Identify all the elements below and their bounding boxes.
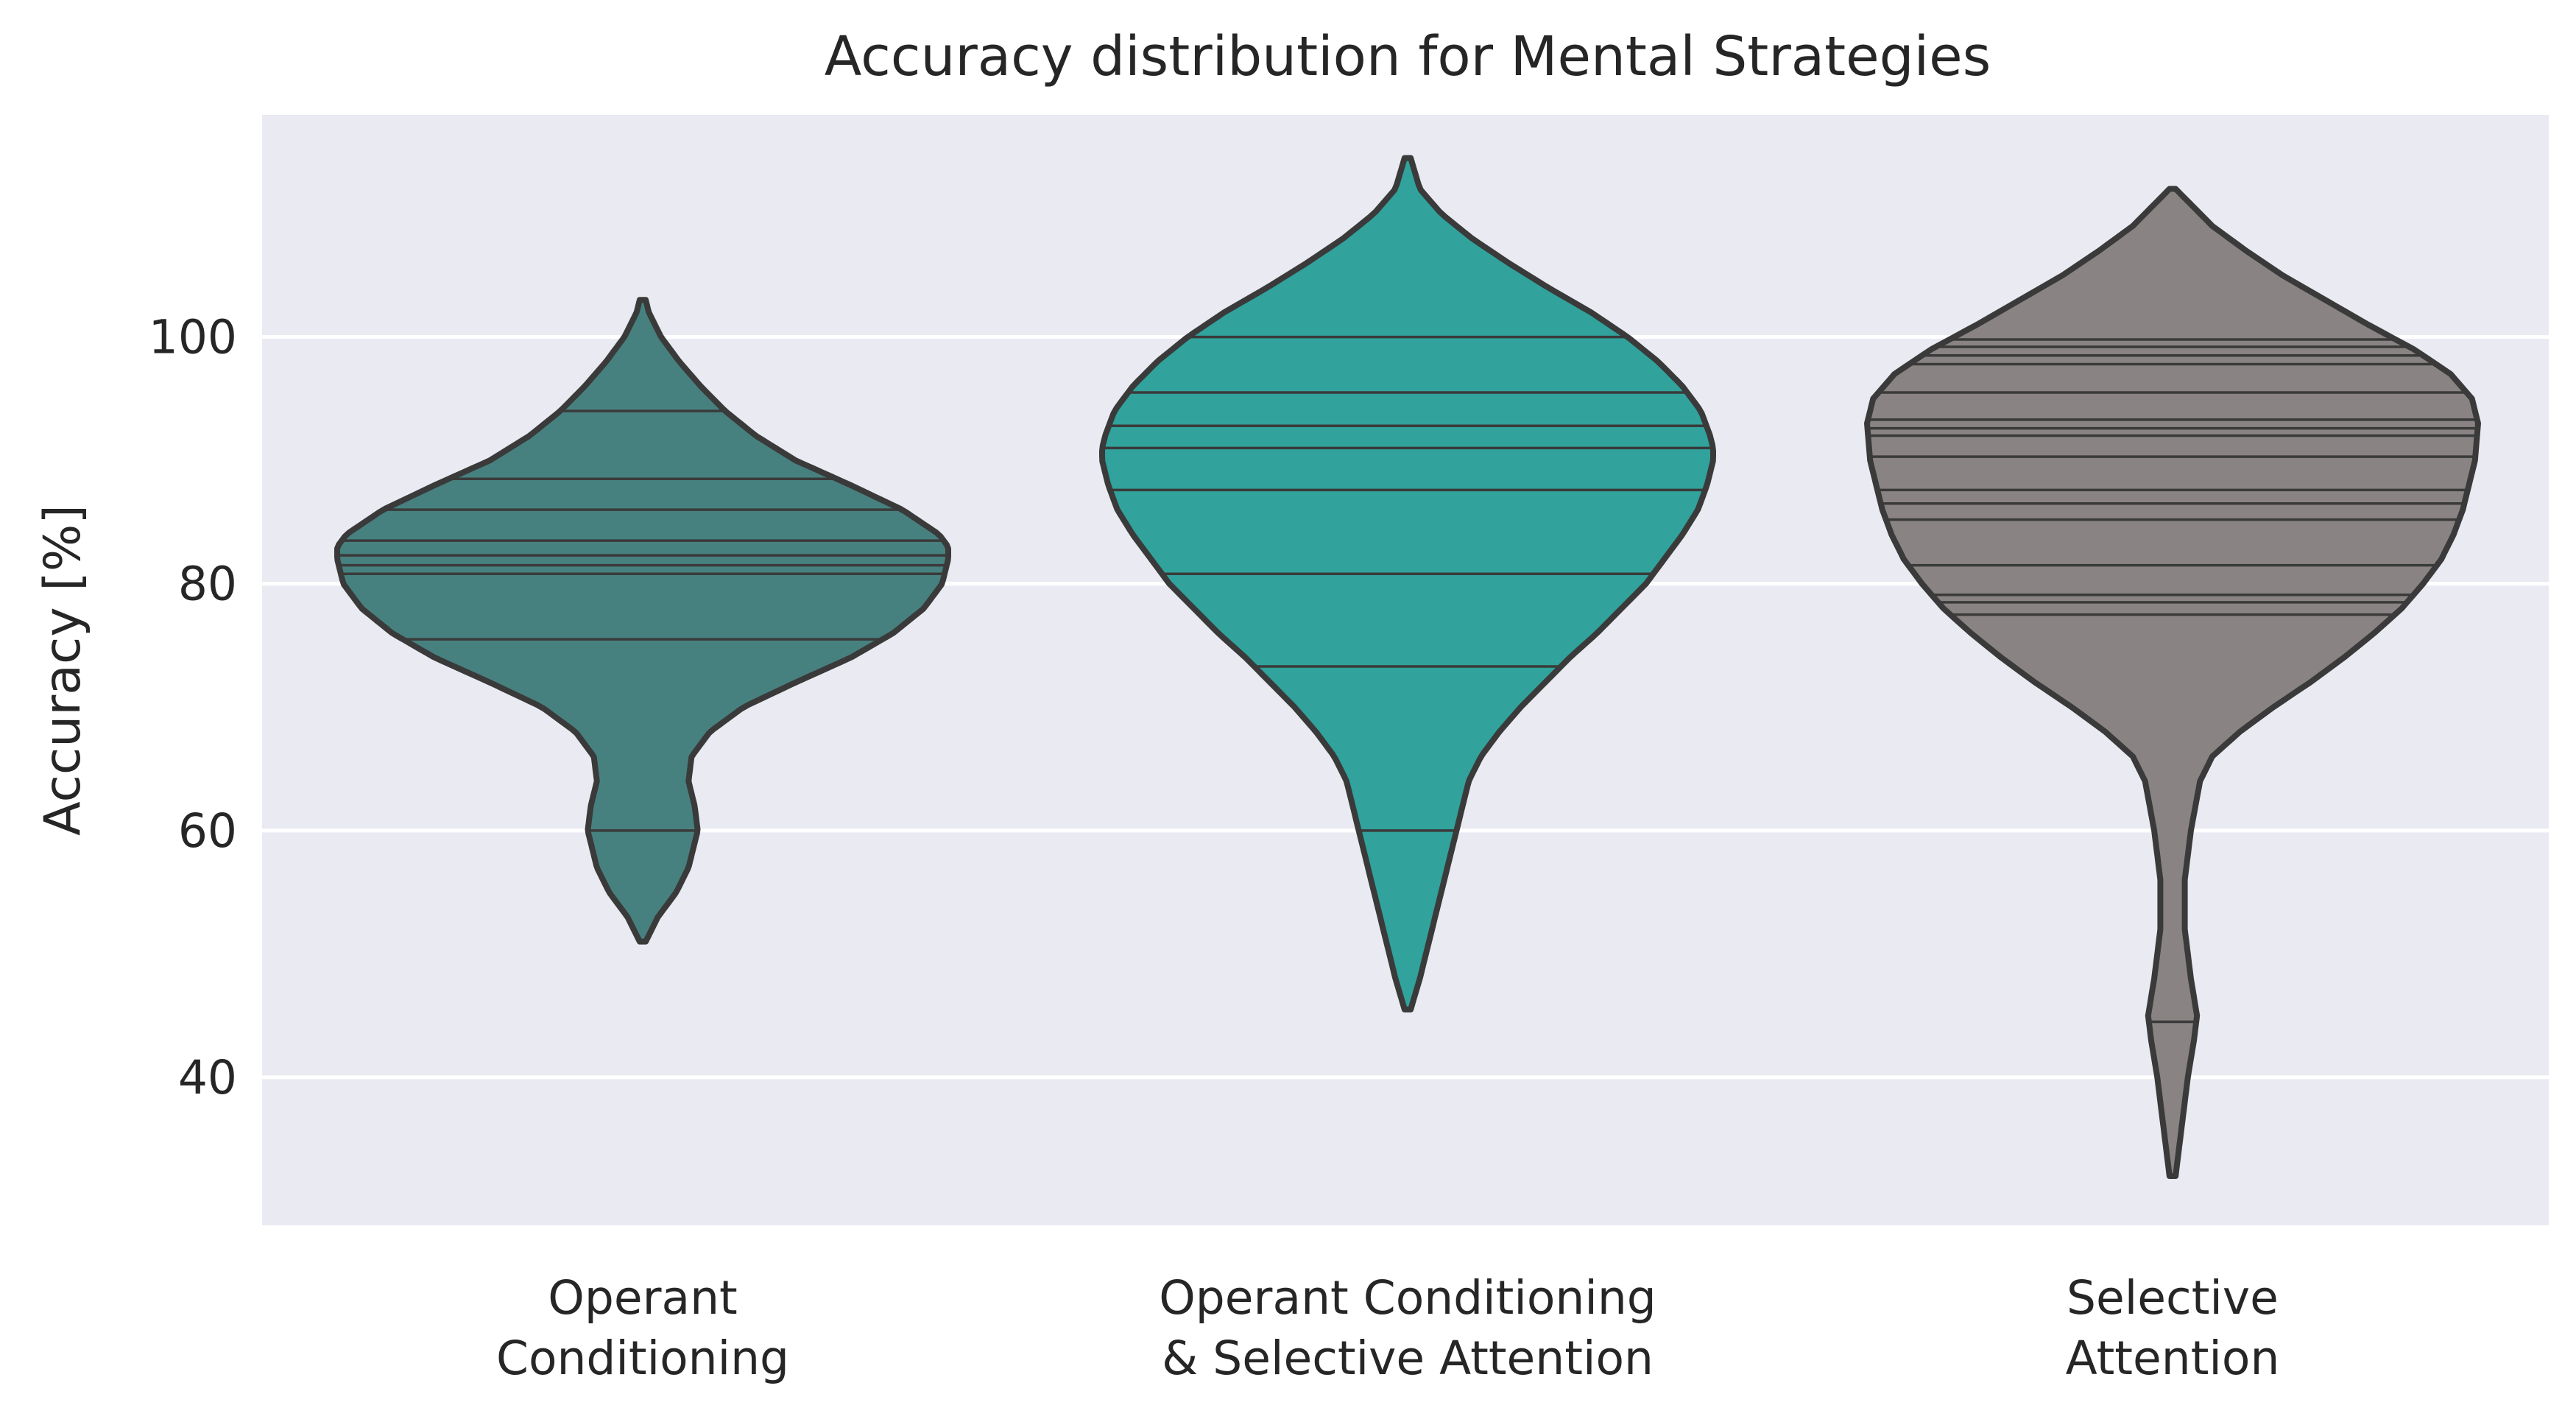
x-tick-label: Selective — [2067, 1271, 2279, 1325]
violin-1 — [334, 297, 951, 945]
x-tick-label: & Selective Attention — [1162, 1331, 1654, 1385]
y-tick-label: 60 — [178, 804, 237, 858]
x-tick-label: Operant Conditioning — [1159, 1271, 1656, 1325]
y-tick-label: 40 — [178, 1051, 237, 1105]
violin-3 — [1864, 186, 2481, 1179]
y-axis-ticks: 40 60 80 100 — [149, 311, 237, 1105]
y-tick-label: 100 — [149, 311, 237, 365]
y-tick-label: 80 — [178, 557, 237, 611]
x-axis-ticks: Operant Conditioning Operant Conditioning &… — [496, 1271, 2279, 1385]
violin-2 — [1099, 155, 1716, 1013]
y-axis-label: Accuracy [%] — [34, 504, 92, 836]
violin-body — [1099, 155, 1716, 1013]
chart-title: Accuracy distribution for Mental Strateg… — [825, 25, 1991, 88]
x-tick-label: Conditioning — [496, 1331, 789, 1385]
violins — [334, 155, 2481, 1179]
x-tick-label: Attention — [2066, 1331, 2280, 1385]
x-tick-label: Operant — [548, 1271, 737, 1325]
violin-body — [334, 297, 951, 945]
